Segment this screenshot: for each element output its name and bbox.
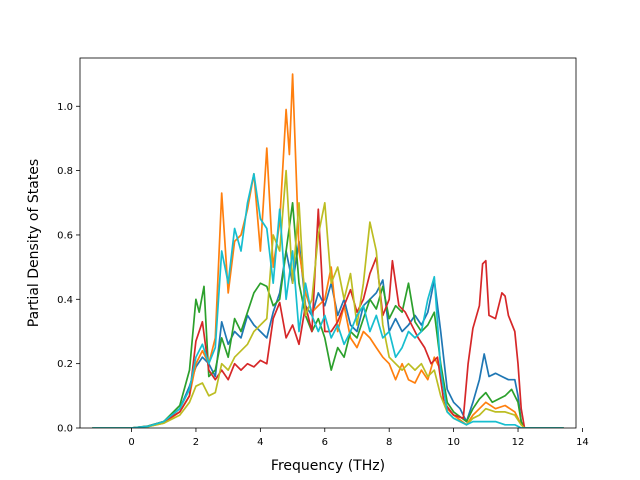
y-axis-label: Partial Density of States bbox=[26, 159, 42, 327]
x-tick-label: 0 bbox=[128, 437, 134, 448]
series-line-1 bbox=[92, 240, 564, 428]
x-tick-label: 8 bbox=[386, 437, 392, 448]
series-line-4 bbox=[92, 208, 564, 428]
x-tick-label: 4 bbox=[257, 437, 263, 448]
series-line-6 bbox=[92, 172, 564, 428]
x-tick-label: 12 bbox=[512, 437, 525, 448]
x-tick-label: 10 bbox=[447, 437, 460, 448]
y-tick-label: 0.4 bbox=[57, 295, 73, 306]
y-tick-label: 0.8 bbox=[57, 166, 73, 177]
y-tick-label: 0.0 bbox=[57, 424, 73, 435]
x-axis: 0 2 4 6 8 10 12 14 bbox=[128, 428, 589, 448]
plot-frame bbox=[79, 57, 577, 429]
y-tick-label: 0.6 bbox=[57, 230, 73, 241]
y-tick-label: 1.0 bbox=[57, 102, 73, 113]
x-tick-label: 14 bbox=[576, 437, 589, 448]
series-layer bbox=[92, 73, 564, 428]
series-line-3 bbox=[92, 201, 564, 428]
y-axis: 0.0 0.2 0.4 0.6 0.8 1.0 bbox=[57, 102, 80, 435]
series-line-2 bbox=[92, 73, 564, 428]
x-tick-label: 2 bbox=[193, 437, 199, 448]
x-axis-label: Frequency (THz) bbox=[271, 458, 385, 474]
y-tick-label: 0.2 bbox=[57, 359, 73, 370]
x-tick-label: 6 bbox=[322, 437, 328, 448]
